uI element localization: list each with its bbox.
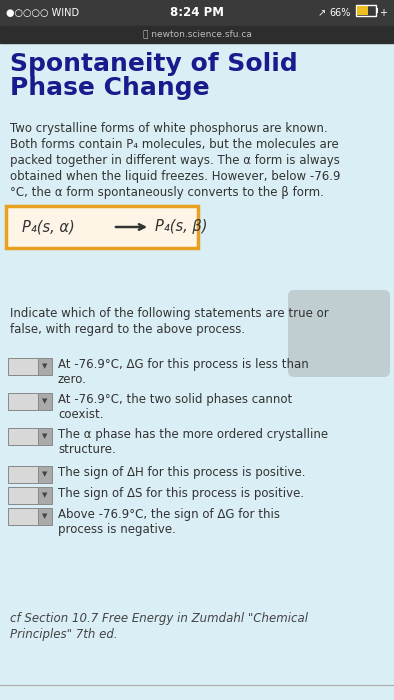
Text: +: + <box>379 8 387 18</box>
Text: At -76.9°C, ΔG for this process is less than: At -76.9°C, ΔG for this process is less … <box>58 358 309 371</box>
Text: Principles" 7th ed.: Principles" 7th ed. <box>10 628 118 641</box>
Text: packed together in different ways. The α form is always: packed together in different ways. The α… <box>10 154 340 167</box>
FancyBboxPatch shape <box>6 206 198 248</box>
Text: ▼: ▼ <box>42 493 48 498</box>
Text: P₄(s, β): P₄(s, β) <box>155 220 208 235</box>
Bar <box>376 8 378 13</box>
Text: cf Section 10.7 Free Energy in Zumdahl "Chemical: cf Section 10.7 Free Energy in Zumdahl "… <box>10 612 308 625</box>
Text: coexist.: coexist. <box>58 408 104 421</box>
Text: structure.: structure. <box>58 443 116 456</box>
Bar <box>38 428 52 445</box>
Text: The sign of ΔS for this process is positive.: The sign of ΔS for this process is posit… <box>58 487 304 500</box>
Text: Phase Change: Phase Change <box>10 76 210 100</box>
Bar <box>8 358 38 375</box>
Bar <box>8 393 38 410</box>
Text: °C, the α form spontaneously converts to the β form.: °C, the α form spontaneously converts to… <box>10 186 324 199</box>
Text: zero.: zero. <box>58 373 87 386</box>
Text: Both forms contain P₄ molecules, but the molecules are: Both forms contain P₄ molecules, but the… <box>10 138 339 151</box>
Text: The α phase has the more ordered crystalline: The α phase has the more ordered crystal… <box>58 428 328 441</box>
Bar <box>356 5 376 16</box>
Text: 66%: 66% <box>329 8 350 18</box>
Text: 8:24 PM: 8:24 PM <box>170 6 224 20</box>
Text: process is negative.: process is negative. <box>58 523 176 536</box>
Bar <box>8 466 38 483</box>
Bar <box>8 508 38 525</box>
Bar <box>357 6 368 15</box>
Text: Indicate which of the following statements are true or: Indicate which of the following statemen… <box>10 307 329 320</box>
Text: ▼: ▼ <box>42 472 48 477</box>
Text: ↗: ↗ <box>318 8 326 18</box>
Bar <box>38 487 52 504</box>
Text: Two crystalline forms of white phosphorus are known.: Two crystalline forms of white phosphoru… <box>10 122 328 135</box>
Bar <box>38 508 52 525</box>
Text: ▼: ▼ <box>42 514 48 519</box>
Text: ▼: ▼ <box>42 398 48 405</box>
Text: ▼: ▼ <box>42 363 48 370</box>
Bar <box>38 358 52 375</box>
FancyBboxPatch shape <box>288 290 390 377</box>
Text: Spontaneity of Solid: Spontaneity of Solid <box>10 52 298 76</box>
Bar <box>8 487 38 504</box>
Text: Above -76.9°C, the sign of ΔG for this: Above -76.9°C, the sign of ΔG for this <box>58 508 280 521</box>
Bar <box>8 428 38 445</box>
Text: ▼: ▼ <box>42 433 48 440</box>
Bar <box>38 393 52 410</box>
Bar <box>0 0 394 26</box>
Text: The sign of ΔH for this process is positive.: The sign of ΔH for this process is posit… <box>58 466 305 479</box>
Bar <box>0 26 394 43</box>
Bar <box>38 466 52 483</box>
Text: ●○○○○ WIND: ●○○○○ WIND <box>6 8 79 18</box>
Text: P₄(s, α): P₄(s, α) <box>22 220 75 235</box>
Text: 🔒 newton.science.sfu.ca: 🔒 newton.science.sfu.ca <box>143 29 251 38</box>
Text: At -76.9°C, the two solid phases cannot: At -76.9°C, the two solid phases cannot <box>58 393 292 406</box>
Text: obtained when the liquid freezes. However, below -76.9: obtained when the liquid freezes. Howeve… <box>10 170 340 183</box>
Text: false, with regard to the above process.: false, with regard to the above process. <box>10 323 245 336</box>
